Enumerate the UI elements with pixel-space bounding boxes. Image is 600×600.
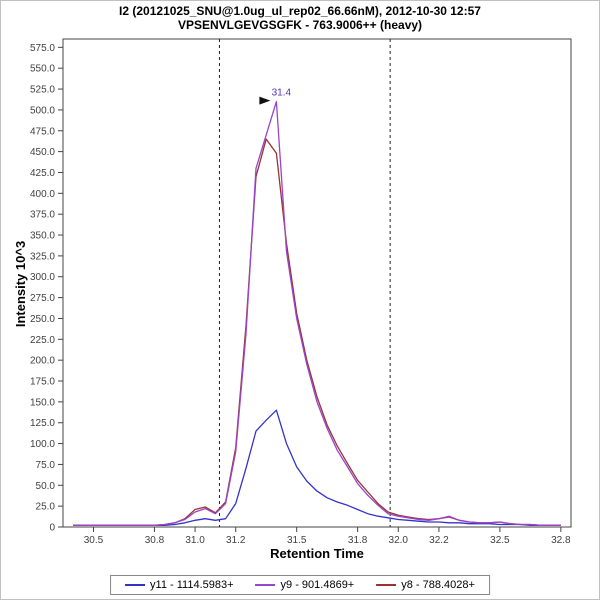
plot-border [62, 38, 572, 528]
chart-subtitle: VPSENVLGEVGSGFK - 763.9006++ (heavy) [177, 18, 423, 32]
y-tick-label: 0 [49, 523, 55, 534]
peak-annotation: 31.4 [272, 88, 292, 99]
y-tick-label: 425.0 [30, 168, 55, 179]
y-tick-label: 550.0 [30, 64, 55, 75]
legend-item-y8: y8 - 788.4028+ [376, 579, 475, 591]
legend-swatch-icon [376, 584, 397, 586]
y-tick-label: 25.0 [36, 502, 56, 513]
y-axis-label: Intensity 10^3 [13, 241, 28, 327]
y-tick-label: 500.0 [30, 105, 55, 116]
y-tick-label: 150.0 [30, 397, 55, 408]
y-tick-label: 375.0 [30, 210, 55, 221]
x-tick-label: 32.0 [389, 535, 409, 546]
y-tick-label: 200.0 [30, 356, 55, 367]
y-tick-label: 525.0 [30, 85, 55, 96]
legend-label: y11 - 1114.5983+ [150, 579, 234, 591]
x-tick-label: 31.2 [226, 535, 246, 546]
x-tick-label: 30.8 [145, 535, 165, 546]
y-tick-label: 175.0 [30, 377, 55, 388]
y-tick-label: 50.0 [36, 481, 56, 492]
y-tick-label: 100.0 [30, 439, 55, 450]
y-tick-label: 75.0 [36, 460, 56, 471]
y-tick-label: 450.0 [30, 147, 55, 158]
y-tick-label: 475.0 [30, 126, 55, 137]
x-axis-label: Retention Time [270, 546, 364, 561]
legend: y11 - 1114.5983+ y9 - 901.4869+ y8 - 788.4… [110, 575, 490, 595]
x-tick-label: 31.0 [185, 535, 205, 546]
y-tick-label: 400.0 [30, 189, 55, 200]
x-tick-label: 32.5 [490, 535, 510, 546]
chart-title: I2 (20121025_SNU@1.0ug_ul_rep02_66.66nM)… [119, 4, 481, 18]
y-tick-label: 300.0 [30, 272, 55, 283]
series-line-y8 [73, 138, 561, 526]
y-tick-label: 225.0 [30, 335, 55, 346]
x-tick-label: 32.8 [551, 535, 571, 546]
x-tick-label: 31.8 [348, 535, 368, 546]
x-tick-label: 32.2 [429, 535, 449, 546]
legend-swatch-icon [255, 584, 276, 586]
series-line-y9 [73, 100, 561, 526]
peak-arrow-icon [259, 96, 271, 105]
series-line-y11 [73, 409, 561, 526]
x-tick-label: 31.5 [287, 535, 307, 546]
y-tick-label: 325.0 [30, 251, 55, 262]
x-tick-label: 30.5 [84, 535, 104, 546]
legend-swatch-icon [125, 584, 146, 586]
legend-label: y8 - 788.4028+ [401, 579, 475, 591]
y-tick-label: 350.0 [30, 231, 55, 242]
y-tick-label: 575.0 [30, 43, 55, 54]
legend-item-y11: y11 - 1114.5983+ [125, 579, 234, 591]
plot-area[interactable]: 0 25.0 50.0 75.0 100.0 125.0 150.0 175.0 200.0 22… [30, 38, 572, 546]
y-tick-label: 275.0 [30, 293, 55, 304]
y-tick-label: 125.0 [30, 418, 55, 429]
legend-label: y9 - 901.4869+ [280, 579, 355, 591]
y-tick-label: 250.0 [30, 314, 55, 325]
legend-item-y9: y9 - 901.4869+ [255, 579, 355, 591]
